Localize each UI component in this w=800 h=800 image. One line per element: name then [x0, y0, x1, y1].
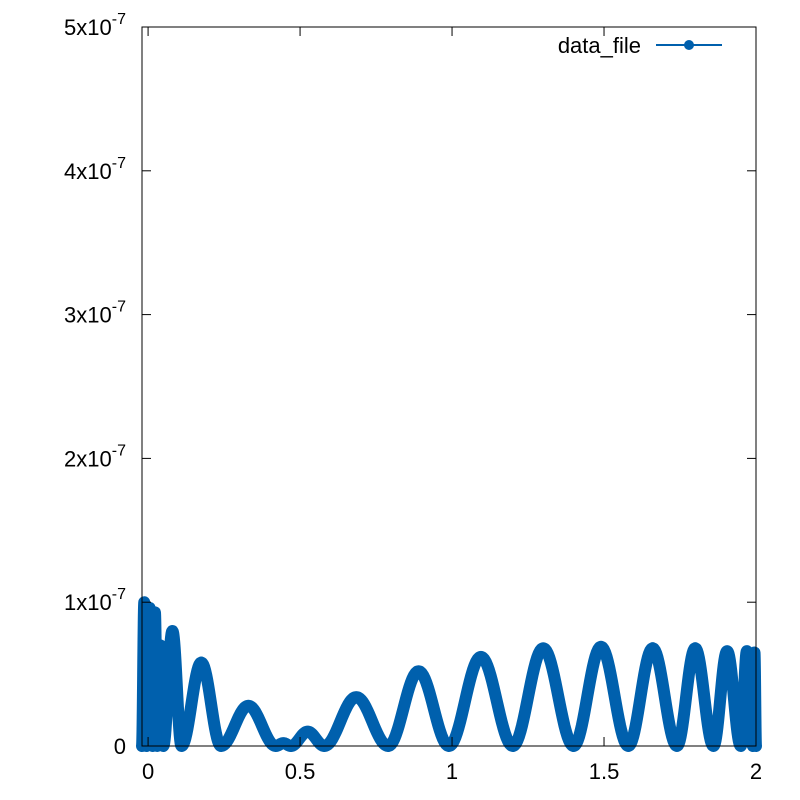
y-tick-label: 3x10-7: [64, 299, 126, 328]
y-tick-mantissa: 1x10: [64, 590, 112, 615]
plot-frame: [141, 26, 757, 747]
x-tick-label: 0: [142, 759, 154, 784]
y-tick-mantissa: 4x10: [64, 159, 112, 184]
y-tick-label: 5x10-7: [64, 11, 126, 40]
legend: data_file: [558, 33, 722, 58]
y-tick-exponent: -7: [112, 299, 126, 316]
x-tick-label: 1: [446, 759, 458, 784]
y-tick-exponent: -7: [112, 155, 126, 172]
y-tick-exponent: -7: [112, 586, 126, 603]
x-tick-label: 2: [750, 759, 762, 784]
legend-point-sample: [684, 40, 694, 50]
y-tick-label: 1x10-7: [64, 586, 126, 615]
y-tick-label: 4x10-7: [64, 155, 126, 184]
legend-label: data_file: [558, 33, 641, 58]
x-tick-label: 1.5: [589, 759, 620, 784]
y-tick-mantissa: 2x10: [64, 446, 112, 471]
series-layer: [136, 596, 762, 752]
y-tick-label: 2x10-7: [64, 442, 126, 471]
y-tick-exponent: -7: [112, 442, 126, 459]
x-tick-label: 0.5: [285, 759, 316, 784]
y-tick-mantissa: 3x10: [64, 303, 112, 328]
y-tick-label: 0: [114, 734, 126, 759]
series-line-data-file: [136, 596, 762, 752]
y-tick-exponent: -7: [112, 11, 126, 28]
y-tick-mantissa: 0: [114, 734, 126, 759]
y-tick-mantissa: 5x10: [64, 15, 112, 40]
